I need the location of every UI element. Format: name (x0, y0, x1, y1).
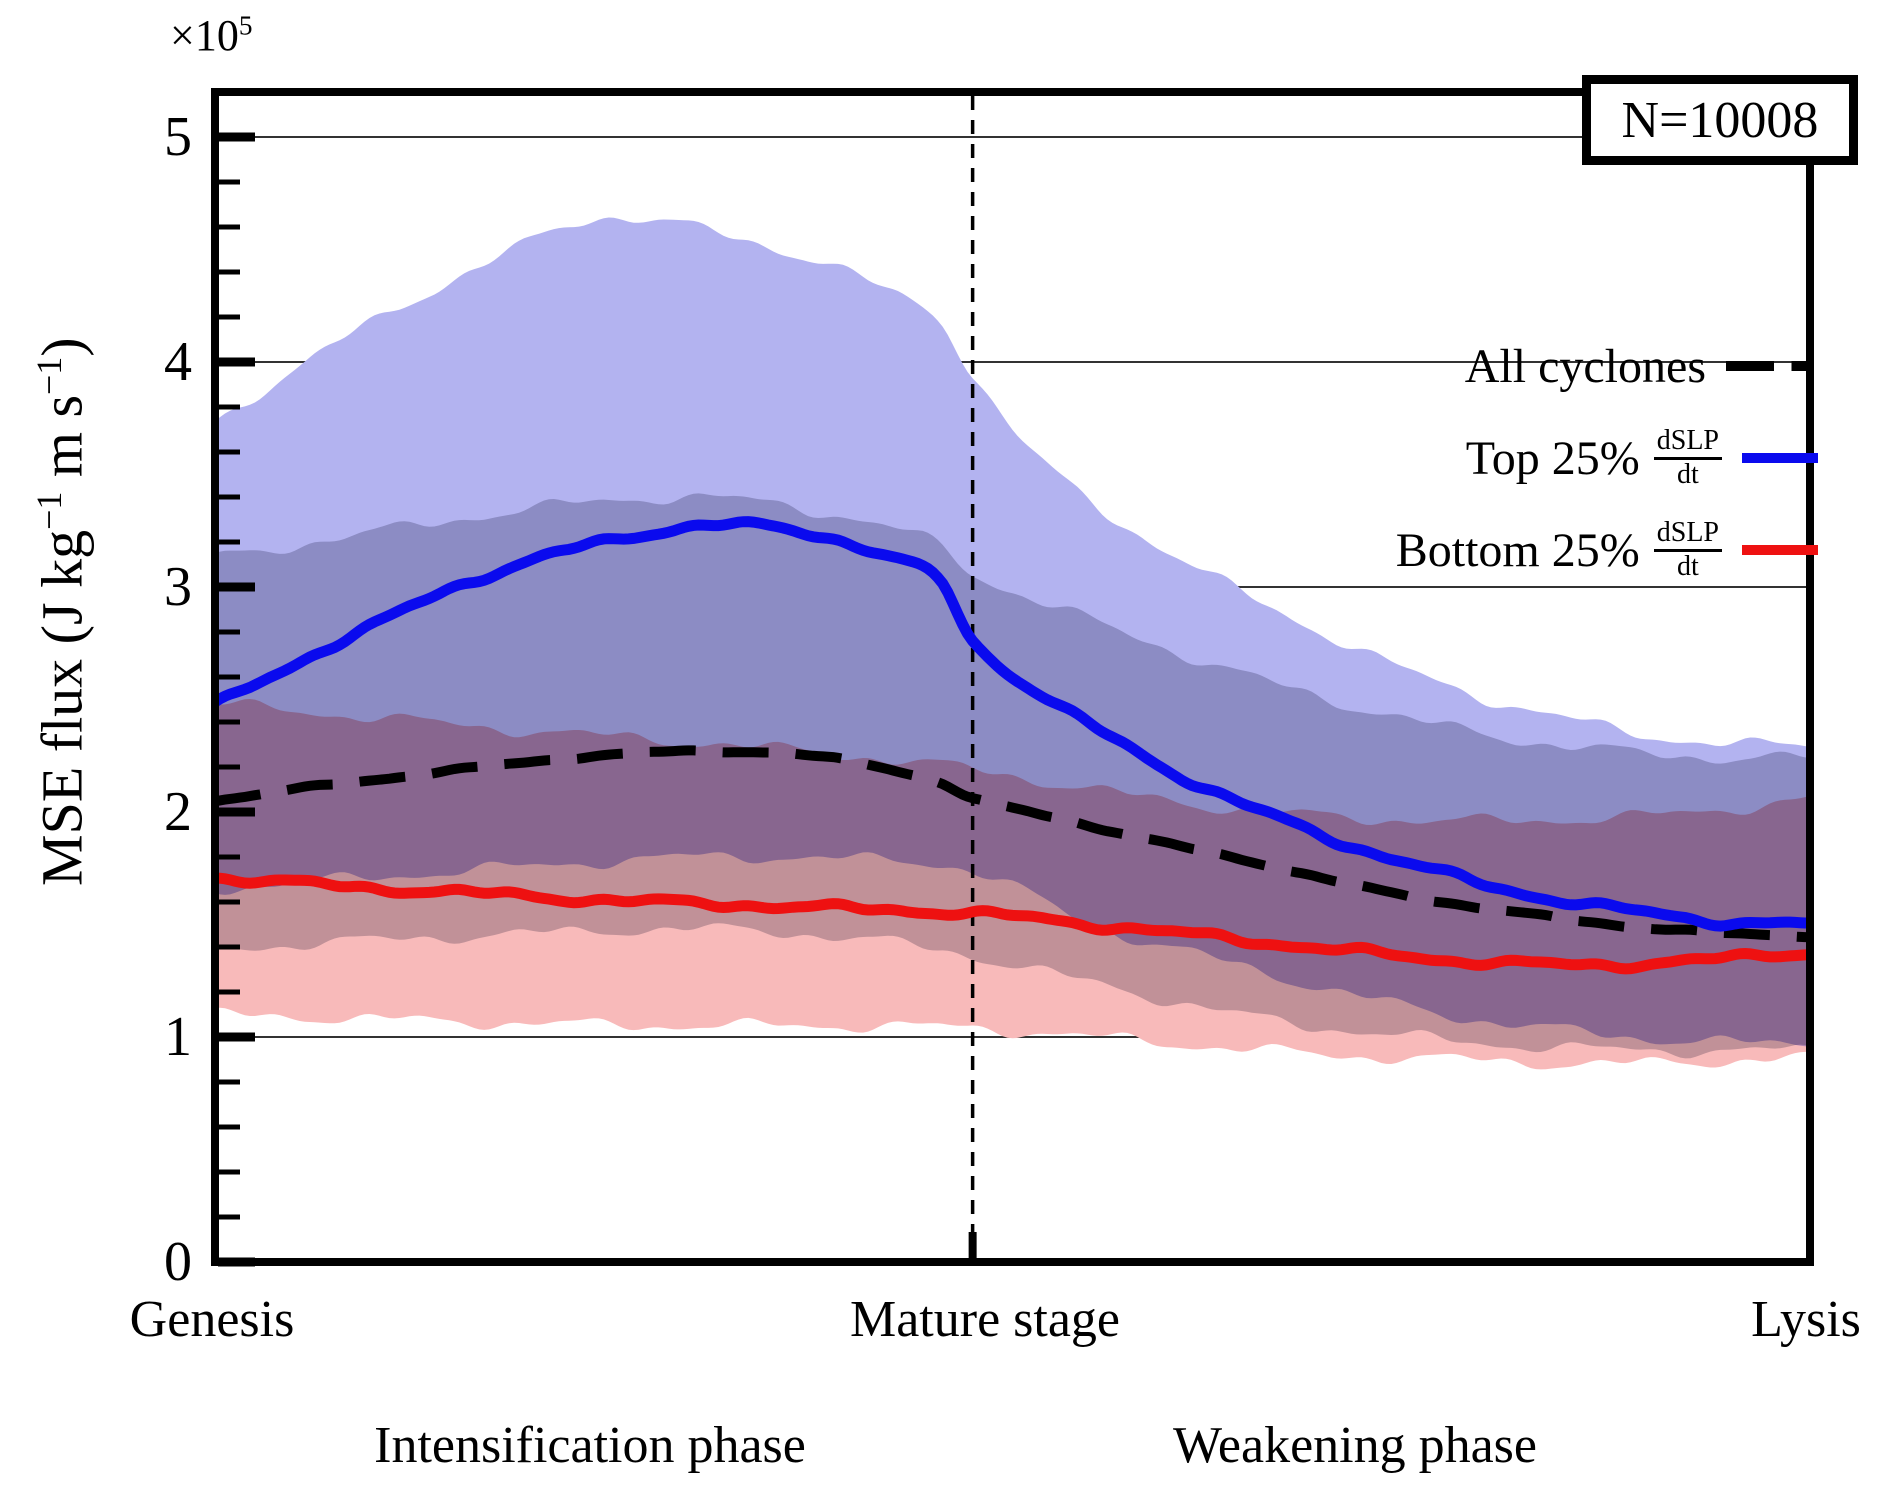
iqr-bands (215, 217, 1810, 1070)
y-tick-label-2: 2 (164, 781, 192, 843)
weakening-phase-label: Weakening phase (1173, 1417, 1537, 1474)
all-cyclones-curve (214, 745, 1810, 943)
y-tick-label-3: 3 (164, 556, 192, 618)
legend: All cyclones Top 25% dSLP dt Bottom 25% d… (1396, 320, 1818, 596)
bottom25-iqr-band (215, 699, 1810, 1070)
axes-frame (211, 88, 1814, 1267)
sample-count-box: N=10008 (1582, 75, 1858, 165)
y-tick-label-4: 4 (164, 331, 192, 393)
y-tick-label-5: 5 (164, 106, 192, 168)
x-tick-lysis: Lysis (1751, 1291, 1861, 1348)
x-tick-mature-stage: Mature stage (849, 1291, 1121, 1348)
sample-count-text: N=10008 (1621, 91, 1819, 149)
legend-label-all-cyclones: All cyclones (1464, 339, 1706, 393)
red-line-swatch (1742, 545, 1818, 555)
legend-entry-bottom25: Bottom 25% dSLP dt (1396, 504, 1818, 596)
y-axis-offset-label: ×105 (170, 10, 253, 60)
legend-label-top25: Top 25% (1465, 431, 1640, 485)
legend-entry-top25: Top 25% dSLP dt (1466, 412, 1818, 504)
intensification-phase-label: Intensification phase (374, 1417, 806, 1474)
bottom-25-dslp-dt-curve (214, 872, 1811, 975)
dashed-line-swatch (1726, 361, 1818, 371)
legend-entry-all-cyclones: All cyclones (1465, 320, 1818, 412)
median-curves (212, 516, 1811, 975)
dslp-dt-fraction: dSLP dt (1653, 426, 1722, 489)
top-25-dslp-dt-curve (212, 516, 1811, 932)
blue-line-swatch (1742, 453, 1818, 463)
y-tick-label-0: 0 (164, 1231, 192, 1293)
y-tick-label-1: 1 (164, 1006, 192, 1068)
dslp-dt-fraction: dSLP dt (1653, 518, 1722, 581)
legend-label-bottom25: Bottom 25% (1395, 523, 1640, 577)
x-tick-genesis: Genesis (129, 1291, 295, 1348)
